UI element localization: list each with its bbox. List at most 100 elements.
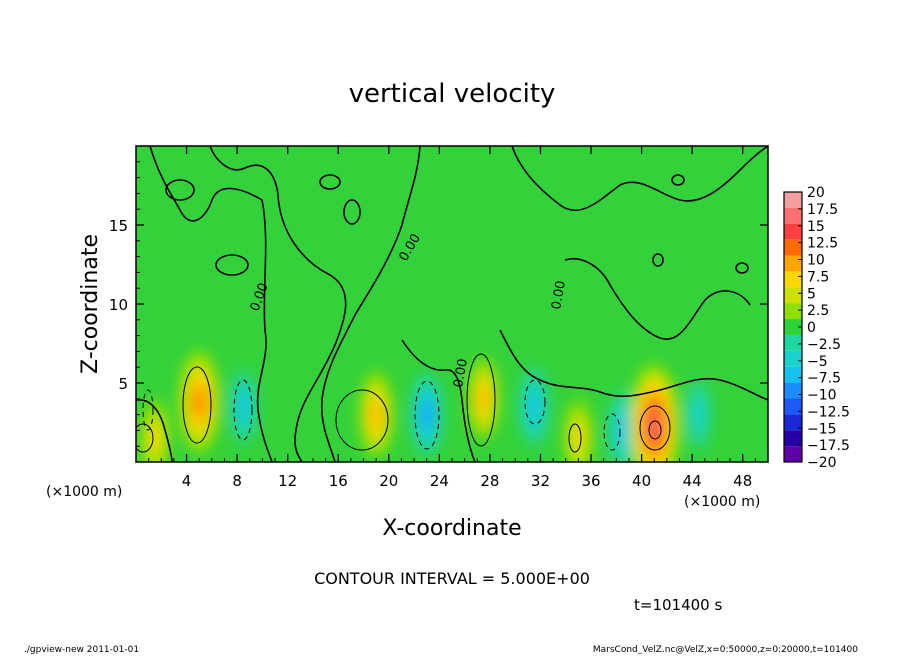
contour-small-1: [165, 179, 195, 201]
colorbar-swatch-17: [784, 446, 802, 462]
y-axis-label: Z-coordinate: [78, 234, 103, 374]
field-layer: [140, 350, 711, 462]
y-axis: 5 10 15: [109, 161, 768, 447]
x-tick-label-16: 16: [329, 472, 348, 490]
colorbar-swatch-1: [784, 192, 802, 208]
field-feature-1-level-3: [150, 425, 160, 452]
colorbar-swatch-3: [784, 223, 802, 240]
colorbar-label: 10: [807, 253, 825, 269]
contour-zero-line-5: [564, 258, 751, 340]
colorbar-swatch-5: [784, 255, 802, 272]
field-feature-11-level-2: [692, 398, 705, 432]
colorbar-swatch-9: [784, 319, 802, 335]
contour-zero-line-2: [209, 146, 347, 462]
field-feature-10-level-7: [650, 416, 658, 435]
colorbar-label: −7.5: [807, 371, 841, 387]
contour-small-2: [319, 174, 341, 190]
y-tick-label-5: 5: [118, 375, 128, 393]
contour-small-5: [343, 199, 361, 225]
colorbar-label: 20: [807, 185, 825, 201]
contour-zero-line-1: [149, 146, 273, 462]
colorbar-swatch-7: [784, 287, 802, 304]
colorbar-label: 7.5: [807, 269, 829, 285]
contour-label-4: 0.00: [549, 280, 569, 311]
contour-zero-line-4: [511, 146, 768, 212]
colorbar-label: 0: [807, 320, 816, 336]
x-tick-label-20: 20: [379, 472, 398, 490]
colorbar-swatch-13: [784, 382, 802, 399]
x-axis-label: X-coordinate: [382, 516, 521, 541]
colorbar-label: 2.5: [807, 303, 829, 319]
field-feature-9-level-3: [617, 417, 628, 444]
contour-negative-2: [414, 380, 440, 450]
x-unit-right: (×1000 m): [684, 494, 760, 510]
contour-positive-3: [466, 353, 496, 447]
x-tick-label-28: 28: [480, 472, 499, 490]
contour-positive-7: [568, 423, 582, 453]
x-unit-left: (×1000 m): [46, 484, 122, 500]
colorbar-label: 5: [807, 286, 816, 302]
field-feature-3-level-3: [239, 394, 248, 419]
colorbar-label: −2.5: [807, 337, 841, 353]
colorbar-swatch-8: [784, 303, 802, 320]
x-axis: 4 8 12 16 20 24 28 32 36 40 44 48: [148, 146, 756, 490]
contour-zero-line-7: [401, 339, 476, 462]
colorbar-swatch-4: [784, 239, 802, 256]
contour-negative-3: [524, 379, 546, 425]
colorbar-swatch-11: [784, 350, 802, 367]
contour-small-3: [671, 174, 685, 186]
colorbar-swatch-12: [784, 366, 802, 383]
colorbar-label: 17.5: [807, 202, 838, 218]
x-tick-label-44: 44: [683, 472, 702, 490]
colorbar-swatch-16: [784, 430, 802, 447]
y-tick-label-15: 15: [109, 217, 128, 235]
contour-label-3: 0.00: [451, 358, 471, 389]
colorbar-label: −12.5: [807, 404, 850, 420]
field-feature-8-level-3: [573, 425, 584, 452]
contour-negative-4: [142, 389, 154, 431]
colorbar-swatch-2: [784, 207, 802, 224]
colorbar-label: 12.5: [807, 236, 838, 252]
contour-positive-5: [648, 420, 662, 440]
contour-small-4: [215, 254, 249, 276]
x-tick-label-4: 4: [182, 472, 192, 490]
colorbar-label: −17.5: [807, 438, 850, 454]
x-tick-label-12: 12: [278, 472, 297, 490]
contour-negative-5: [603, 413, 621, 451]
colorbar-swatch-15: [784, 414, 802, 431]
contour-zero-line-8: [136, 399, 173, 462]
colorbar-label: −20: [807, 455, 837, 471]
colorbar-label: −5: [807, 354, 828, 370]
contour-positive-4: [639, 405, 671, 451]
colorbar-label: −15: [807, 421, 837, 437]
x-tick-label-36: 36: [581, 472, 600, 490]
colorbar-swatch-10: [784, 334, 802, 351]
field-blobs: [140, 350, 711, 462]
colorbar-label: −10: [807, 388, 837, 404]
contour-positive-2: [335, 389, 389, 451]
footer-right: MarsCond_VelZ.nc@VelZ,x=0:50000,z=0:2000…: [593, 645, 858, 654]
y-tick-label-10: 10: [109, 296, 128, 314]
contour-negative-1: [233, 379, 253, 441]
field-feature-2-level-5: [195, 391, 204, 413]
contour-positive-6: [136, 423, 154, 453]
contour-positive-1: [182, 366, 212, 444]
colorbar-label: 15: [807, 219, 825, 235]
x-tick-label-8: 8: [232, 472, 242, 490]
contour-interval: CONTOUR INTERVAL = 5.000E+00: [314, 569, 590, 588]
x-tick-label-32: 32: [531, 472, 550, 490]
contour-small-7: [735, 262, 749, 274]
field-feature-7-level-3: [529, 393, 539, 420]
contour-small-6: [652, 253, 664, 267]
colorbar-swatch-6: [784, 271, 802, 288]
footer-left: ./gpview-new 2011-01-01: [24, 645, 139, 654]
colorbar-swatch-14: [784, 398, 802, 415]
time-label: t=101400 s: [634, 596, 722, 614]
contour-zero-line-3: [320, 146, 421, 462]
colorbar: 2017.51512.5107.552.50−2.5−5−7.5−10−12.5…: [783, 185, 850, 471]
contour-layer: [136, 146, 768, 462]
x-tick-label-24: 24: [430, 472, 449, 490]
field-feature-5-level-4: [422, 404, 431, 425]
